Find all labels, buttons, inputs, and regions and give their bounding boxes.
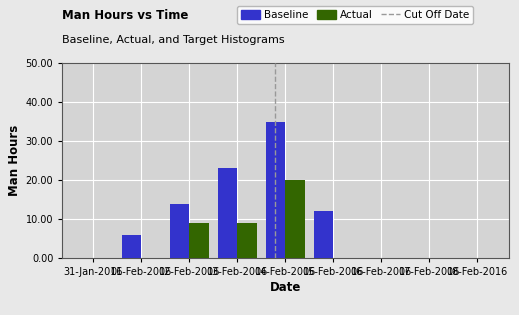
Legend: Baseline, Actual, Cut Off Date: Baseline, Actual, Cut Off Date	[237, 6, 473, 24]
Bar	[314, 211, 333, 258]
Bar	[218, 169, 238, 258]
Bar	[266, 122, 285, 258]
Bar	[285, 180, 305, 258]
Bar	[238, 223, 257, 258]
X-axis label: Date: Date	[270, 282, 301, 295]
Text: Man Hours vs Time: Man Hours vs Time	[62, 9, 188, 22]
Bar	[170, 203, 189, 258]
Y-axis label: Man Hours: Man Hours	[8, 125, 21, 196]
Text: Baseline, Actual, and Target Histograms: Baseline, Actual, and Target Histograms	[62, 35, 285, 45]
Bar	[122, 235, 142, 258]
Bar	[189, 223, 209, 258]
